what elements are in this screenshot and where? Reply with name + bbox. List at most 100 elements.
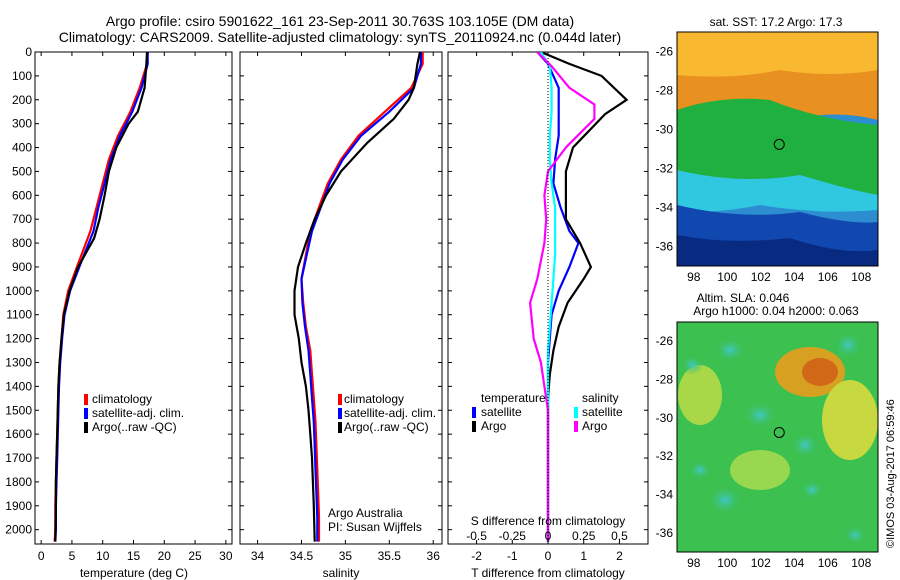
- map-y-tick-label: -28: [656, 84, 674, 98]
- x-tick-label: 20: [158, 549, 172, 563]
- salinity-xlabel: salinity: [323, 566, 360, 580]
- map-x-tick-label: 106: [818, 556, 838, 570]
- map-y-tick-label: -30: [656, 411, 674, 425]
- map-y-tick-label: -32: [656, 162, 674, 176]
- x-tick-label: 25: [188, 549, 202, 563]
- temperature-legend: climatology satellite-adj. clim. Argo(..…: [84, 392, 184, 434]
- x-tick-label: 35: [339, 549, 353, 563]
- map-x-tick-label: 104: [784, 270, 804, 284]
- map-x-tick-label: 98: [687, 270, 701, 284]
- x-tick-label: 0: [38, 549, 45, 563]
- x-tick-label: 35.5: [378, 549, 402, 563]
- legend-title: salinity: [582, 391, 619, 405]
- y-tick-label: 1800: [5, 475, 32, 489]
- map-x-tick-label: 100: [717, 556, 737, 570]
- map-y-tick-label: -26: [656, 45, 674, 59]
- header-line1: Argo profile: csiro 5901622_161 23-Sep-2…: [106, 13, 574, 29]
- sst-map: [676, 31, 879, 267]
- series-line: [300, 52, 422, 542]
- sla-map-subtitle: Argo h1000: 0.04 h2000: 0.063: [693, 304, 859, 318]
- y-tick-label: 1900: [5, 499, 32, 513]
- x-tick-label: -1: [507, 549, 518, 563]
- y-tick-label: 1700: [5, 451, 32, 465]
- x-tick-label: 34: [251, 549, 265, 563]
- salinity-legend: climatology satellite-adj. clim. Argo(..…: [338, 392, 436, 434]
- x-tick-label: 15: [127, 549, 141, 563]
- header-line2: Climatology: CARS2009. Satellite-adjuste…: [59, 29, 621, 45]
- x-tick-label: 36: [427, 549, 441, 563]
- map-x-tick-label: 98: [687, 556, 701, 570]
- series-line: [293, 52, 422, 542]
- x-tick-label: 34.5: [290, 549, 314, 563]
- legend-title: temperature: [481, 391, 546, 405]
- x-tick-label: 0: [545, 549, 552, 563]
- legend-label: satellite-adj. clim.: [92, 406, 184, 420]
- x-tick-label-salinity: 0.5: [611, 529, 628, 543]
- salinity-annotation-1: Argo Australia: [328, 506, 403, 520]
- map-x-tick-label: 100: [717, 270, 737, 284]
- map-x-tick-label: 108: [851, 270, 871, 284]
- footer-stamp: ©IMOS 03-Aug-2017 06:59:46: [885, 399, 897, 548]
- difference-xlabel-top: S difference from climatology: [471, 514, 626, 528]
- y-tick-label: 300: [12, 117, 32, 131]
- sla-map-title: Altim. SLA: 0.046: [697, 291, 790, 305]
- sst-argo-marker: [773, 138, 785, 150]
- sla-map: [676, 321, 879, 553]
- x-tick-label: -2: [471, 549, 482, 563]
- map-x-tick-label: 102: [751, 270, 771, 284]
- y-tick-label: 700: [12, 212, 32, 226]
- series-line: [300, 52, 424, 542]
- y-tick-label: 1200: [5, 332, 32, 346]
- y-tick-label: 200: [12, 93, 32, 107]
- map-x-tick-label: 108: [851, 556, 871, 570]
- legend-label: Argo(..raw -QC): [344, 420, 429, 434]
- map-y-tick-label: -36: [656, 526, 674, 540]
- x-tick-label: 30: [219, 549, 233, 563]
- y-tick-label: 1500: [5, 403, 32, 417]
- map-y-tick-label: -30: [656, 123, 674, 137]
- map-y-tick-label: -34: [656, 201, 674, 215]
- y-tick-label: 1600: [5, 427, 32, 441]
- temperature-xlabel: temperature (deg C): [80, 566, 188, 580]
- series-line: [528, 52, 596, 542]
- x-tick-label-salinity: -0.5: [466, 529, 487, 543]
- y-tick-label: 500: [12, 164, 32, 178]
- x-tick-label: 2: [616, 549, 623, 563]
- sst-map-title: sat. SST: 17.2 Argo: 17.3: [710, 15, 843, 29]
- x-tick-label-salinity: 0.25: [572, 529, 596, 543]
- salinity-panel: [239, 51, 443, 545]
- legend-label: Argo: [582, 419, 608, 433]
- y-tick-label: 400: [12, 141, 32, 155]
- y-tick-label: 600: [12, 188, 32, 202]
- difference-xlabel: T difference from climatology: [471, 566, 625, 580]
- x-tick-label-salinity: -0.25: [499, 529, 527, 543]
- x-tick-label: 1: [580, 549, 587, 563]
- map-x-tick-label: 102: [751, 556, 771, 570]
- y-tick-label: 1000: [5, 284, 32, 298]
- y-tick-label: 1400: [5, 379, 32, 393]
- legend-label: satellite: [582, 405, 623, 419]
- y-tick-label: 100: [12, 69, 32, 83]
- map-y-tick-label: -26: [656, 334, 674, 348]
- legend-label: Argo: [481, 419, 507, 433]
- map-x-tick-label: 104: [784, 556, 804, 570]
- legend-label: Argo(..raw -QC): [92, 420, 177, 434]
- map-y-tick-label: -28: [656, 373, 674, 387]
- map-x-tick-label: 106: [818, 270, 838, 284]
- map-y-tick-label: -36: [656, 240, 674, 254]
- y-tick-label: 2000: [5, 523, 32, 537]
- legend-label: satellite-adj. clim.: [344, 406, 436, 420]
- legend-label: climatology: [92, 392, 152, 406]
- y-tick-label: 1300: [5, 355, 32, 369]
- series-line: [540, 52, 629, 542]
- x-tick-label: 5: [69, 549, 76, 563]
- salinity-annotation-2: PI: Susan Wijffels: [328, 520, 422, 534]
- difference-legend: temperature salinity satellite Argo sate…: [472, 391, 623, 433]
- map-y-tick-label: -34: [656, 488, 674, 502]
- map-y-tick-label: -32: [656, 449, 674, 463]
- legend-label: satellite: [481, 405, 522, 419]
- legend-label: climatology: [344, 392, 404, 406]
- sla-argo-marker: [773, 426, 785, 438]
- series-line: [54, 52, 149, 542]
